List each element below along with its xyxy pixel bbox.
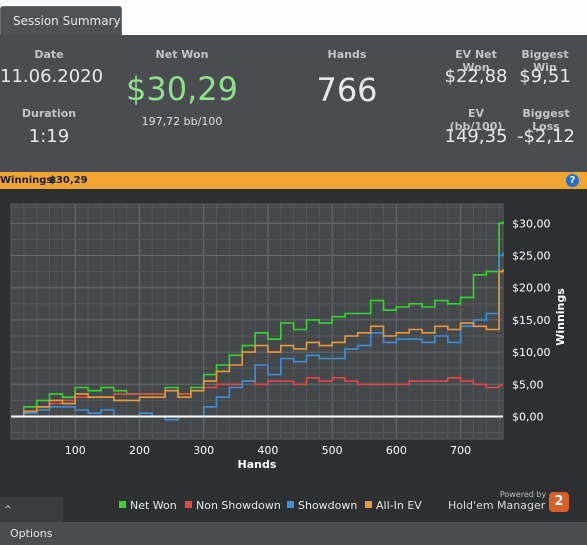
legend-swatch — [287, 501, 294, 508]
x-tick-labels: 100 200 300 400 500 600 700 — [65, 444, 471, 457]
y-tick-label: $5,00 — [512, 378, 544, 391]
legend-net-won[interactable]: Net Won — [119, 499, 177, 512]
legend-non-showdown[interactable]: Non Showdown — [185, 499, 281, 512]
net-won-value: $30,29 — [126, 70, 238, 108]
legend-label: Showdown — [298, 499, 358, 512]
legend-all-in-ev[interactable]: All-In EV — [365, 499, 422, 512]
net-won-label: Net Won — [155, 48, 209, 61]
biggest-win-value: $9,51 — [519, 66, 571, 87]
legend-label: Non Showdown — [196, 499, 281, 512]
biggest-loss-label: Biggest Loss — [522, 107, 570, 133]
legend-swatch — [365, 501, 372, 508]
y-tick-label: $25,00 — [512, 250, 551, 263]
grid-horizontal — [11, 206, 503, 434]
tab-session-summary[interactable]: Session Summary — [0, 6, 122, 35]
date-value: 11.06.2020 — [0, 66, 104, 87]
ev-bb100-value: 149,35 — [444, 126, 508, 147]
brand-name: Hold'em Manager — [448, 499, 546, 512]
ev-net-won-value: $22,88 — [444, 66, 508, 87]
y-tick-label: $30,00 — [512, 217, 551, 230]
ev-bb100-label: EV (bb/100) — [449, 107, 503, 133]
winnings-chart: 100 200 300 400 500 600 700 $0,00 $5,00 $10,00 $1… — [10, 203, 567, 471]
legend-label: Net Won — [130, 499, 177, 512]
powered-by-text: Powered by — [499, 490, 547, 499]
x-tick-label: 500 — [322, 444, 343, 457]
session-summary-panel: Date 11.06.2020 Duration 1:19 Net Won $3… — [0, 35, 587, 172]
y-tick-label: $0,00 — [512, 410, 544, 423]
legend-showdown[interactable]: Showdown — [287, 499, 357, 512]
hands-label: Hands — [327, 48, 367, 61]
x-tick-label: 400 — [257, 444, 278, 457]
chart-area: 100 200 300 400 500 600 700 $0,00 $5,00 $10,00 $1… — [0, 189, 587, 522]
legend-swatch — [185, 501, 192, 508]
holdem-manager-logo: Powered by Hold'em Manager 2 — [448, 490, 572, 516]
x-tick-label: 600 — [386, 444, 407, 457]
y-tick-label: $15,00 — [512, 314, 551, 327]
series-line-net-won — [11, 221, 504, 418]
winnings-bar-value: $30,29 — [49, 175, 88, 186]
x-tick-label: 200 — [129, 444, 150, 457]
tab-strip: Session Summary — [0, 0, 587, 35]
plot-background — [10, 203, 504, 440]
y-tick-label: $20,00 — [512, 282, 551, 295]
y-axis-label: Winnings — [554, 288, 567, 346]
legend-swatch — [119, 501, 126, 508]
x-axis-label: Hands — [238, 458, 277, 471]
ev-net-won-label: EV Net Won — [455, 48, 497, 74]
series-line-all-in-ev — [11, 269, 504, 418]
duration-value: 1:19 — [28, 126, 70, 147]
net-won-bb100: 197,72 bb/100 — [141, 115, 223, 128]
series-lines — [11, 221, 504, 421]
series-line-showdown — [11, 252, 504, 421]
options-label: Options — [10, 527, 53, 540]
biggest-win-label: Biggest Win — [521, 48, 569, 74]
x-tick-label: 300 — [193, 444, 214, 457]
series-line-non-showdown — [11, 377, 503, 418]
x-tick-label: 700 — [450, 444, 471, 457]
grid-vertical — [23, 204, 500, 439]
help-icon[interactable]: ? — [566, 174, 579, 187]
chevron-up-icon: ^ — [4, 505, 12, 515]
date-label: Date — [34, 48, 64, 61]
options-button[interactable]: ^ Options — [0, 497, 63, 540]
hands-value: 766 — [316, 71, 378, 109]
legend-label: All-In EV — [376, 499, 422, 512]
hm2-badge-icon: 2 — [549, 492, 569, 512]
y-tick-labels: $0,00 $5,00 $10,00 $15,00 $20,00 $25,00 $30,00 — [512, 217, 551, 423]
winnings-bar-label: Winnings: — [0, 175, 57, 186]
x-tick-label: 100 — [65, 444, 86, 457]
y-tick-label: $10,00 — [512, 346, 551, 359]
winnings-bar: Winnings: $30,29 ? — [0, 172, 587, 189]
duration-label: Duration — [21, 107, 77, 120]
biggest-loss-value: -$2,12 — [516, 126, 576, 147]
